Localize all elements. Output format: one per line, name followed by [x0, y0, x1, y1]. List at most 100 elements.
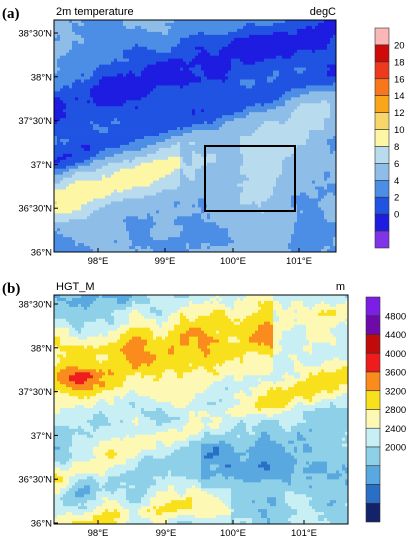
map-cell — [321, 64, 325, 68]
map-cell — [153, 25, 157, 30]
map-cell — [66, 112, 70, 116]
map-cell — [75, 147, 79, 152]
map-cell — [102, 168, 106, 173]
map-cell — [129, 70, 133, 74]
map-cell — [99, 61, 103, 66]
map-cell — [213, 115, 217, 119]
map-cell — [93, 85, 97, 89]
map-cell — [120, 118, 124, 122]
map-cell — [117, 31, 121, 36]
map-cell — [234, 147, 238, 152]
map-cell — [183, 64, 187, 68]
map-cell — [324, 85, 328, 89]
map-cell — [189, 124, 193, 128]
map-cell — [285, 49, 289, 54]
map-cell — [294, 91, 298, 95]
map-cell — [330, 109, 334, 113]
map-cell — [156, 168, 160, 173]
map-cell — [69, 79, 73, 83]
map-cell — [309, 88, 313, 92]
map-cell — [171, 124, 175, 128]
map-cell — [93, 37, 97, 42]
map-cell — [267, 130, 271, 134]
map-cell — [240, 94, 244, 98]
map-cell — [237, 112, 241, 116]
map-cell — [324, 133, 328, 137]
map-cell — [84, 118, 88, 122]
map-cell — [162, 141, 166, 146]
map-cell — [282, 46, 286, 51]
map-cell — [201, 168, 205, 173]
map-cell — [285, 168, 289, 173]
map-cell — [102, 58, 106, 63]
map-cell — [279, 52, 283, 57]
map-cell — [162, 34, 166, 39]
map-cell — [135, 22, 139, 27]
map-cell — [141, 73, 145, 77]
map-cell — [147, 159, 151, 164]
map-cell — [207, 55, 211, 60]
map-cell — [108, 159, 112, 164]
map-cell — [156, 147, 160, 152]
map-cell — [84, 141, 88, 146]
map-cell — [186, 31, 190, 36]
map-cell — [102, 150, 106, 155]
map-cell — [207, 106, 211, 110]
map-cell — [93, 49, 97, 54]
map-cell — [300, 136, 304, 140]
map-cell — [288, 94, 292, 98]
map-cell — [102, 52, 106, 57]
map-cell — [72, 79, 76, 83]
map-cell — [333, 156, 337, 161]
map-cell — [321, 147, 325, 152]
map-cell — [54, 156, 58, 161]
map-cell — [273, 20, 277, 24]
map-cell — [96, 31, 100, 36]
map-cell — [297, 82, 301, 86]
map-cell — [213, 168, 217, 173]
map-cell — [273, 25, 277, 30]
map-cell — [195, 20, 199, 24]
map-cell — [159, 159, 163, 164]
map-cell — [60, 37, 64, 42]
map-cell — [177, 97, 181, 101]
map-cell — [216, 64, 220, 68]
map-cell — [315, 112, 319, 116]
map-cell — [264, 165, 268, 170]
map-cell — [270, 150, 274, 155]
map-cell — [270, 138, 274, 143]
map-cell — [81, 115, 85, 119]
map-cell — [234, 141, 238, 146]
map-cell — [162, 130, 166, 134]
map-cell — [333, 147, 337, 152]
map-cell — [144, 162, 148, 167]
map-cell — [267, 88, 271, 92]
map-cell — [270, 52, 274, 57]
map-cell — [306, 138, 310, 143]
map-cell — [171, 94, 175, 98]
map-cell — [123, 40, 127, 45]
map-cell — [147, 79, 151, 83]
map-cell — [84, 127, 88, 131]
map-cell — [60, 124, 64, 128]
map-cell — [99, 20, 103, 24]
map-cell — [264, 156, 268, 161]
map-cell — [189, 94, 193, 98]
map-cell — [165, 141, 169, 146]
map-cell — [168, 43, 172, 48]
map-cell — [195, 73, 199, 77]
map-cell — [189, 31, 193, 36]
map-cell — [81, 144, 85, 149]
map-cell — [75, 91, 79, 95]
map-cell — [105, 121, 109, 125]
map-cell — [237, 82, 241, 86]
map-cell — [225, 159, 229, 164]
map-cell — [90, 130, 94, 134]
map-cell — [315, 76, 319, 80]
map-cell — [171, 22, 175, 27]
map-cell — [87, 85, 91, 89]
map-cell — [96, 112, 100, 116]
map-cell — [156, 121, 160, 125]
map-cell — [117, 97, 121, 101]
map-cell — [234, 85, 238, 89]
